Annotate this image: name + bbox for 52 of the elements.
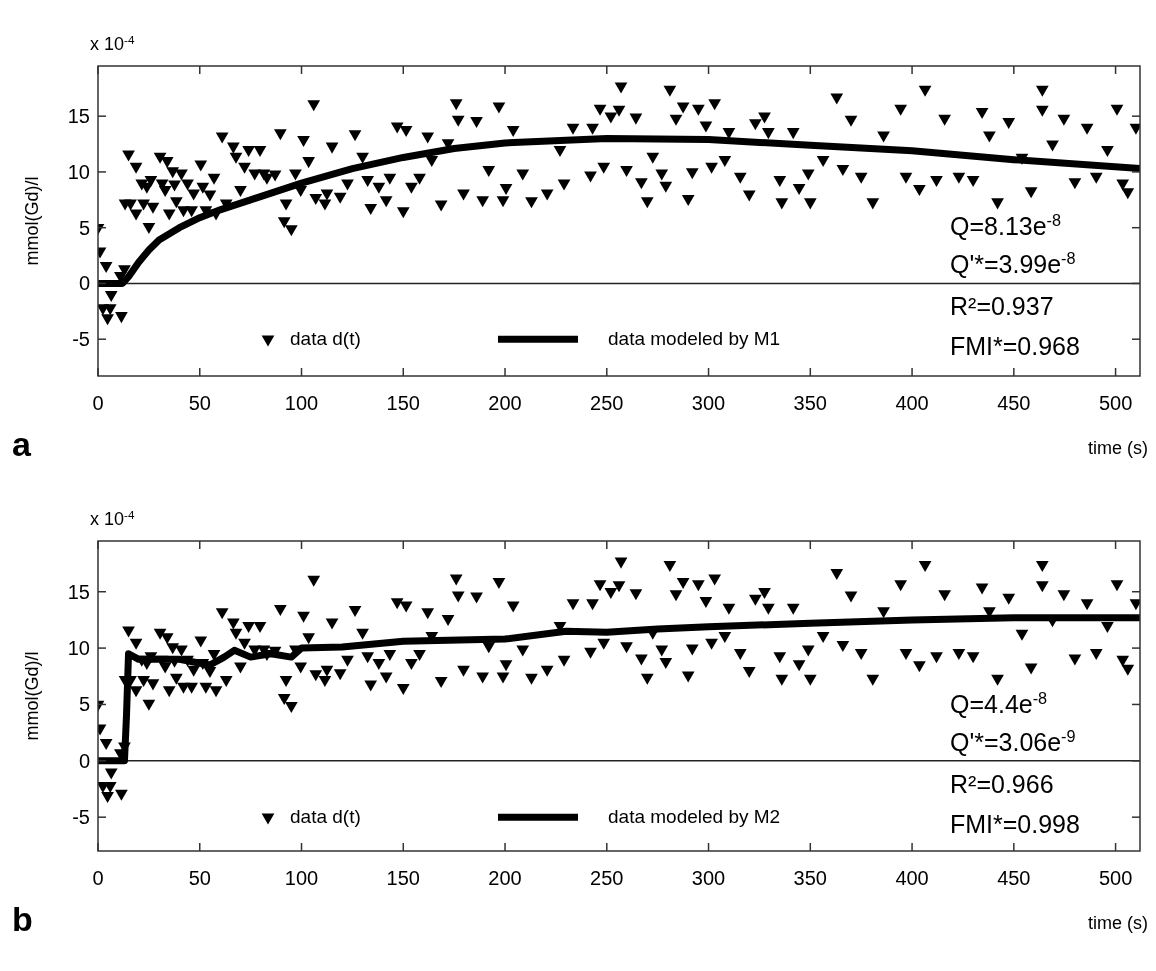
x-axis-title: time (s) [1088,438,1148,458]
legend-label: data modeled by M1 [608,328,781,350]
x-tick-label: 450 [997,867,1031,889]
y-tick-label: 10 [67,637,90,660]
y-tick-label: 15 [67,105,90,128]
x-axis-title: time (s) [1088,913,1148,933]
text: x 10$^{-4}$ [90,32,135,54]
x-tick-label: 300 [691,867,726,889]
legend-label: data d(t) [290,328,361,350]
x-tick-label: 150 [386,392,420,414]
annotation: R²=0.966 [950,769,1054,798]
y-tick-label: 5 [78,693,90,716]
y-axis-title: mmol(Gd)/l [22,176,42,266]
annotation: FMI*=0.998 [950,809,1080,838]
x-tick-label: 250 [590,392,624,414]
x-tick-label: 50 [188,867,211,889]
x-tick-label: 350 [793,392,827,414]
y-tick-label: -5 [72,328,90,351]
x-tick-label: 500 [1098,392,1133,414]
x-tick-label: 350 [793,867,827,889]
y-tick-label: -5 [72,806,90,829]
x-tick-label: 200 [488,867,522,889]
x-tick-label: 200 [488,392,522,414]
annotation: R²=0.937 [950,292,1054,321]
annotation: Q=8.13e$^{-8}$ [950,211,1062,241]
annotation: FMI*=0.968 [950,332,1080,361]
x-tick-label: 50 [188,392,211,414]
y-tick-label: 0 [78,272,90,295]
x-tick-label: 150 [386,867,420,889]
legend-label: data modeled by M2 [608,806,781,828]
text: b [12,900,33,938]
x-tick-label: 100 [284,392,319,414]
x-tick-label: 300 [691,392,726,414]
x-tick-label: 250 [590,867,624,889]
text: a [12,425,32,463]
annotation: Q'*=3.99e$^{-8}$ [950,249,1076,279]
x-tick-label: 0 [92,867,104,889]
y-tick-label: 15 [67,580,90,603]
legend-label: data d(t) [290,806,361,828]
annotation: Q=4.4e$^{-8}$ [950,688,1048,718]
annotation: Q'*=3.06e$^{-9}$ [950,726,1076,756]
x-tick-label: 100 [284,867,319,889]
x-tick-label: 400 [895,867,929,889]
y-tick-label: 10 [67,160,90,183]
y-axis-title: mmol(Gd)/l [22,651,42,741]
y-tick-label: 5 [78,216,90,239]
text: x 10$^{-4}$ [90,507,135,529]
x-tick-label: 450 [997,392,1031,414]
x-tick-label: 400 [895,392,929,414]
y-tick-label: 0 [78,749,90,772]
x-tick-label: 0 [92,392,104,414]
x-tick-label: 500 [1098,867,1133,889]
